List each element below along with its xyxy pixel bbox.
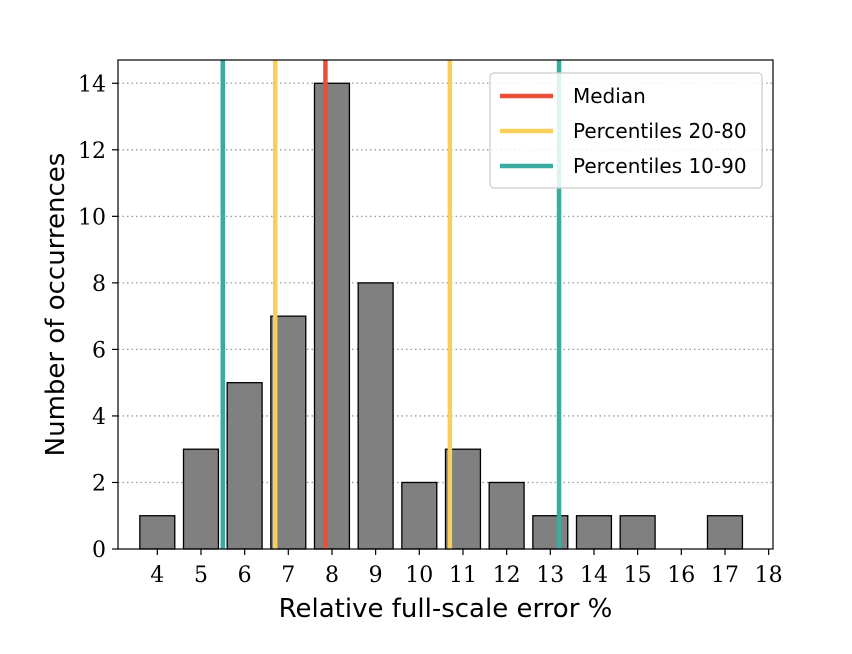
- legend-label: Percentiles 10-90: [573, 154, 747, 178]
- x-tick-label: 16: [667, 563, 695, 588]
- x-tick-label: 5: [194, 563, 208, 588]
- bar: [357, 282, 394, 550]
- y-tick-label: 0: [92, 538, 106, 563]
- x-tick-label: 8: [325, 563, 339, 588]
- bar: [182, 448, 220, 550]
- bar: [226, 382, 263, 550]
- axis-ticks: 0 2 4 6 8 10 12 14 4 5 6 7 8 9 10 11 12 13 14 15 16 17 18: [78, 72, 783, 588]
- x-tick-label: 17: [711, 563, 739, 588]
- bar: [401, 481, 438, 550]
- x-tick-label: 7: [281, 563, 295, 588]
- x-axis-label: Relative full-scale error %: [279, 594, 613, 624]
- x-tick-label: 6: [238, 563, 252, 588]
- bars: [139, 82, 744, 550]
- y-tick-label: 6: [92, 338, 106, 363]
- legend-label: Percentiles 20-80: [573, 119, 747, 143]
- y-tick-label: 8: [92, 272, 106, 297]
- x-tick-label: 10: [405, 563, 433, 588]
- x-tick-label: 14: [580, 563, 608, 588]
- bar: [706, 515, 744, 550]
- bar: [313, 82, 351, 550]
- x-tick-label: 4: [150, 563, 164, 588]
- bar: [532, 515, 569, 550]
- x-tick-label: 9: [369, 563, 383, 588]
- y-tick-label: 12: [78, 139, 106, 164]
- bar: [139, 515, 176, 550]
- bar: [619, 515, 656, 550]
- legend-label: Median: [573, 84, 646, 108]
- x-tick-label: 13: [536, 563, 564, 588]
- y-tick-label: 14: [78, 72, 106, 97]
- legend-box: [489, 72, 763, 189]
- bar: [488, 481, 525, 550]
- plot-frame: [117, 59, 774, 550]
- legend: Median Percentiles 20-80 Percentiles 10-90: [489, 72, 763, 189]
- y-axis-label: Number of occurrences: [41, 153, 71, 457]
- x-tick-label: 18: [755, 563, 783, 588]
- x-tick-label: 11: [449, 563, 477, 588]
- bar: [575, 515, 613, 550]
- x-tick-label: 15: [624, 563, 652, 588]
- y-tick-label: 10: [78, 205, 106, 230]
- y-tick-label: 4: [92, 405, 106, 430]
- x-tick-label: 12: [493, 563, 521, 588]
- y-tick-label: 2: [92, 471, 106, 496]
